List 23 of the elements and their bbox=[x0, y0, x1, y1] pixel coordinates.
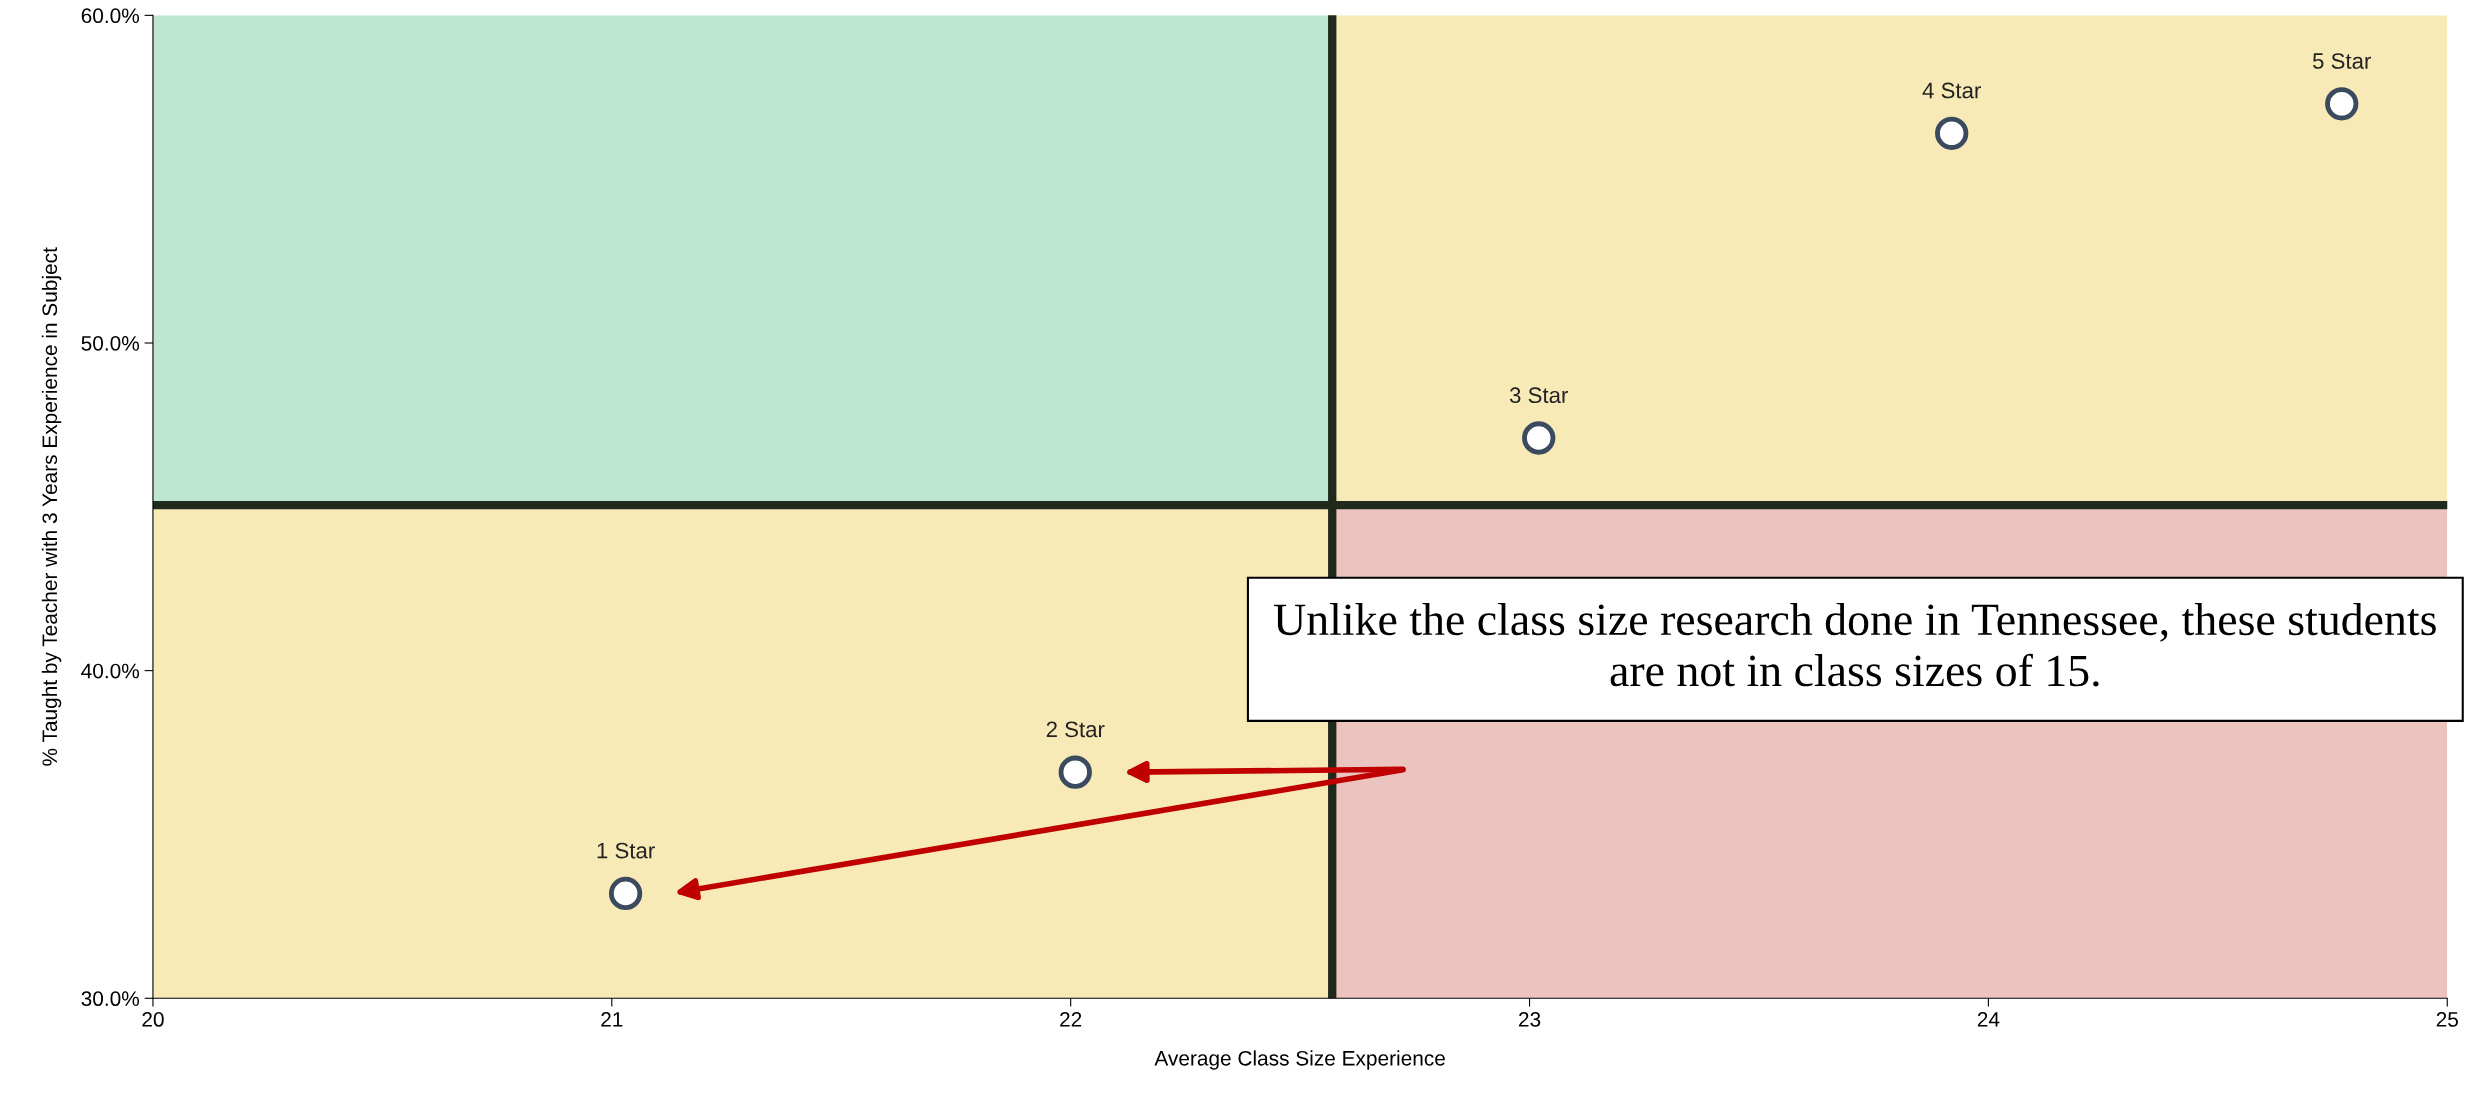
x-tick-label: 20 bbox=[142, 1012, 164, 1027]
y-tick-label: 40.0% bbox=[81, 663, 140, 679]
x-tick-label: 21 bbox=[601, 1012, 623, 1027]
y-tick-label: 50.0% bbox=[81, 336, 140, 351]
x-axis-title: Average Class Size Experience bbox=[1154, 1050, 1445, 1070]
point bbox=[1935, 116, 1969, 150]
series-label: 1 Star bbox=[597, 842, 655, 859]
annotation: Unlike the class size research done in Tennessee, these students are not in class sizes of 15. bbox=[1274, 603, 2436, 687]
y-tick-label: 60.0% bbox=[81, 8, 140, 24]
y-tick-label: 30.0% bbox=[81, 991, 140, 1007]
series-label: 2 Star bbox=[1046, 721, 1105, 738]
x-tick-label: 24 bbox=[1977, 1012, 2000, 1027]
series-label: 4 Star bbox=[1922, 82, 1981, 99]
y-axis-title: % Taught by Teacher with 3 Years Experience in Subject bbox=[41, 247, 62, 766]
point bbox=[2325, 87, 2359, 121]
x-tick-label: 25 bbox=[2436, 1012, 2458, 1027]
series-label: 5 Star bbox=[2312, 53, 2371, 69]
point bbox=[1058, 755, 1092, 789]
series-label: 3 Star bbox=[1509, 387, 1568, 404]
x-tick-label: 23 bbox=[1519, 1012, 1541, 1027]
point bbox=[1522, 421, 1556, 455]
point bbox=[608, 876, 643, 911]
x-tick-label: 22 bbox=[1060, 1012, 1082, 1027]
